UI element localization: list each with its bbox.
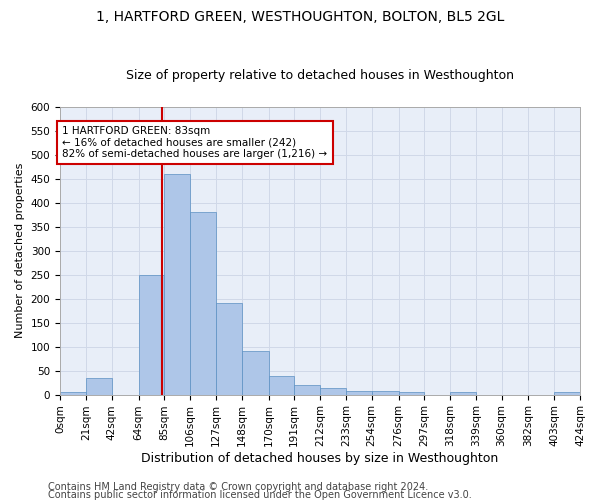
Bar <box>398 392 424 394</box>
Bar <box>554 392 580 394</box>
Bar <box>371 391 398 394</box>
Bar <box>450 392 476 394</box>
Y-axis label: Number of detached properties: Number of detached properties <box>15 163 25 338</box>
Bar <box>190 212 216 394</box>
Text: Contains public sector information licensed under the Open Government Licence v3: Contains public sector information licen… <box>48 490 472 500</box>
Bar <box>269 376 294 394</box>
Text: Contains HM Land Registry data © Crown copyright and database right 2024.: Contains HM Land Registry data © Crown c… <box>48 482 428 492</box>
Text: 1, HARTFORD GREEN, WESTHOUGHTON, BOLTON, BL5 2GL: 1, HARTFORD GREEN, WESTHOUGHTON, BOLTON,… <box>96 10 504 24</box>
Bar <box>216 304 242 394</box>
Bar <box>164 174 190 394</box>
Bar <box>320 388 346 394</box>
Text: 1 HARTFORD GREEN: 83sqm
← 16% of detached houses are smaller (242)
82% of semi-d: 1 HARTFORD GREEN: 83sqm ← 16% of detache… <box>62 126 328 159</box>
Bar <box>294 385 320 394</box>
Bar <box>139 274 164 394</box>
Bar <box>60 392 86 394</box>
Bar <box>346 391 371 394</box>
Title: Size of property relative to detached houses in Westhoughton: Size of property relative to detached ho… <box>126 69 514 82</box>
Bar <box>86 378 112 394</box>
X-axis label: Distribution of detached houses by size in Westhoughton: Distribution of detached houses by size … <box>142 452 499 465</box>
Bar <box>242 352 269 395</box>
